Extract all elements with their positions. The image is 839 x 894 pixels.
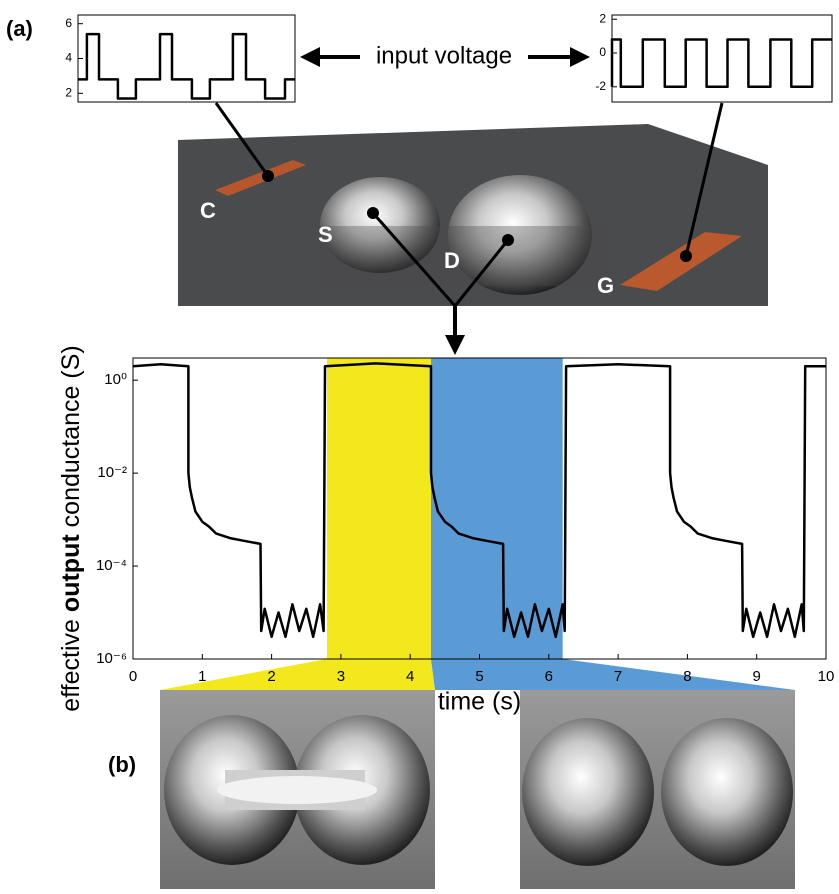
x-tick-label: 8: [683, 668, 691, 685]
y-tick-label: 2: [65, 85, 72, 99]
highlight-band: [327, 358, 431, 659]
x-tick-label: 9: [753, 668, 761, 685]
label-g: G: [597, 273, 614, 298]
label-s: S: [318, 222, 333, 247]
figure: C S D G (a) (b) input voltage 2 4 6 -2 0 2 10⁰…: [0, 0, 839, 889]
dot: [502, 234, 514, 246]
y-tick-label: 10⁻⁶: [96, 650, 127, 667]
x-tick-label: 7: [614, 668, 622, 685]
x-tick-label: 0: [129, 668, 137, 685]
y-axis-label-part: effective: [57, 619, 85, 712]
panel-label-b: (b): [108, 752, 136, 777]
photos: [160, 690, 795, 889]
highlight-band: [431, 358, 563, 659]
y-axis-label-part: output: [57, 534, 85, 612]
droplet-shadow: [318, 226, 608, 286]
y-tick-label: 2: [599, 11, 606, 25]
y-axis-label-part: conductance (S): [57, 345, 85, 527]
plot-area: [78, 15, 295, 102]
device-render: C S D G: [178, 103, 768, 345]
annotation: input voltage: [376, 42, 512, 69]
y-tick-label: 10⁰: [104, 371, 127, 388]
x-tick-label: 6: [545, 668, 553, 685]
label-c: C: [200, 198, 216, 223]
x-tick-label: 5: [475, 668, 483, 685]
y-tick-label: 4: [65, 51, 72, 65]
x-tick-label: 3: [337, 668, 345, 685]
droplet: [661, 718, 793, 866]
panel-label-a: (a): [6, 16, 33, 41]
y-tick-label: 10⁻²: [97, 464, 127, 481]
y-tick-label: 6: [65, 16, 72, 30]
plot-area: [612, 15, 832, 102]
x-tick-label: 1: [198, 668, 206, 685]
x-tick-label: 4: [406, 668, 414, 685]
dot: [680, 250, 692, 262]
x-tick-label: 2: [267, 668, 275, 685]
y-axis-label: effective output conductance (S): [57, 345, 85, 711]
x-axis-label: time (s): [438, 688, 521, 716]
highlight: [217, 776, 377, 804]
dot: [262, 170, 274, 182]
y-tick-label: -2: [595, 79, 606, 93]
dot: [367, 207, 379, 219]
droplet: [522, 718, 654, 866]
y-tick-label: 0: [599, 45, 606, 59]
x-tick-label: 10: [818, 668, 835, 685]
y-tick-label: 10⁻⁴: [96, 557, 127, 574]
label-d: D: [444, 248, 460, 273]
